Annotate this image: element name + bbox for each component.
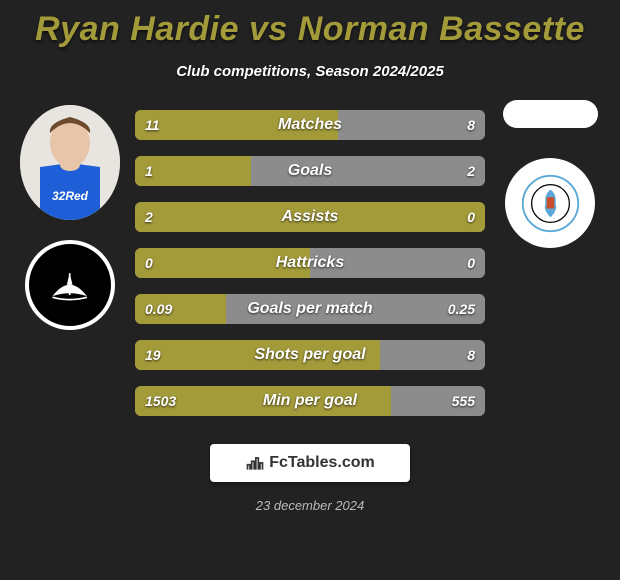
stat-value-right: 0.25 <box>438 294 485 324</box>
stats-bars: 11Matches81Goals22Assists00Hattricks00.0… <box>135 110 485 416</box>
coventry-badge-icon <box>519 172 582 235</box>
stat-value-right: 555 <box>442 386 485 416</box>
stat-label: Min per goal <box>135 386 485 416</box>
date-text: 23 december 2024 <box>0 498 620 513</box>
comparison-content: 32Red 11Matches81Goals22Assists0 <box>0 110 620 416</box>
stat-row: 2Assists0 <box>135 202 485 232</box>
stat-row: 19Shots per goal8 <box>135 340 485 370</box>
stat-row: 0Hattricks0 <box>135 248 485 278</box>
right-player-column <box>490 100 610 248</box>
stat-row: 1503Min per goal555 <box>135 386 485 416</box>
subtitle: Club competitions, Season 2024/2025 <box>0 63 620 80</box>
right-club-badge <box>505 158 595 248</box>
left-player-avatar: 32Red <box>20 105 120 220</box>
plymouth-badge-icon <box>41 256 98 313</box>
brand-name: FcTables.com <box>269 454 375 472</box>
stat-label: Goals per match <box>135 294 485 324</box>
stat-label: Matches <box>135 110 485 140</box>
stat-row: 1Goals2 <box>135 156 485 186</box>
page-title: Ryan Hardie vs Norman Bassette <box>0 0 620 49</box>
left-player-column: 32Red <box>10 105 130 330</box>
stat-value-right: 0 <box>457 248 485 278</box>
stat-value-right: 0 <box>457 202 485 232</box>
avatar-placeholder-icon: 32Red <box>20 105 120 220</box>
stat-label: Assists <box>135 202 485 232</box>
shirt-sponsor-text: 32Red <box>52 189 89 203</box>
stat-label: Hattricks <box>135 248 485 278</box>
stat-row: 11Matches8 <box>135 110 485 140</box>
stat-value-right: 8 <box>457 340 485 370</box>
stat-label: Goals <box>135 156 485 186</box>
left-club-badge <box>25 240 115 330</box>
stat-row: 0.09Goals per match0.25 <box>135 294 485 324</box>
right-player-avatar-placeholder <box>503 100 598 128</box>
fctables-logo-icon <box>245 453 265 473</box>
brand-footer: FcTables.com <box>210 444 410 482</box>
stat-value-right: 2 <box>457 156 485 186</box>
stat-value-right: 8 <box>457 110 485 140</box>
stat-label: Shots per goal <box>135 340 485 370</box>
